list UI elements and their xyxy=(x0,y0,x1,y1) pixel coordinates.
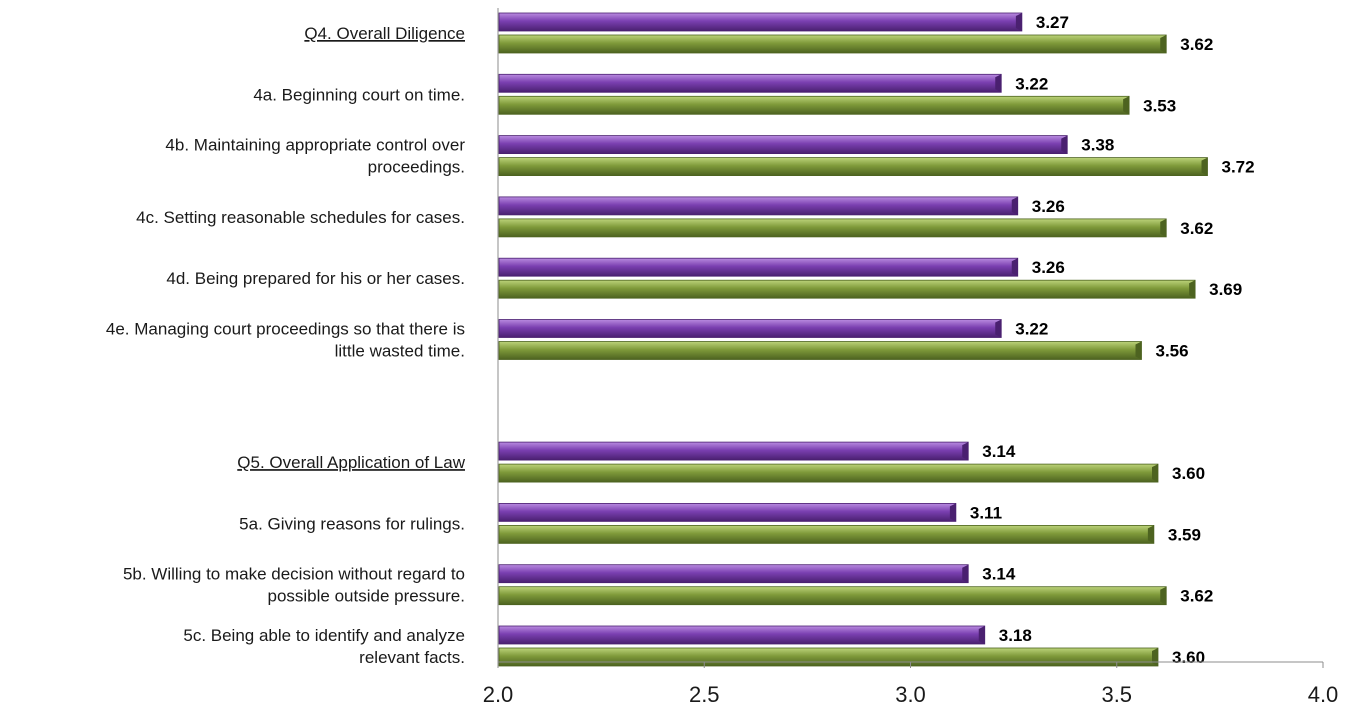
category-label-10-1: relevant facts. xyxy=(359,648,465,667)
bar-9-0 xyxy=(498,564,969,584)
data-label-2-1: 3.72 xyxy=(1222,158,1255,177)
bar-cap-3-1 xyxy=(1160,218,1167,237)
category-label-5-1: little wasted time. xyxy=(335,342,465,361)
bar-cap-7-0 xyxy=(962,442,969,461)
category-label-8-0: 5a. Giving reasons for rulings. xyxy=(239,514,465,533)
bar-10-0 xyxy=(498,625,986,645)
data-label-10-0: 3.18 xyxy=(999,626,1032,645)
bar-cap-4-0 xyxy=(1011,258,1018,277)
data-label-8-0: 3.11 xyxy=(970,503,1002,522)
category-label-1-0: 4a. Beginning court on time. xyxy=(253,85,465,104)
bar-4-1 xyxy=(498,279,1196,299)
bar-2-1 xyxy=(498,157,1208,177)
bar-cap-8-0 xyxy=(949,503,956,522)
category-label-5-0: 4e. Managing court proceedings so that t… xyxy=(106,320,465,339)
axes: 2.0 2.5 3.0 3.5 4.0 xyxy=(483,8,1339,707)
bar-cap-9-0 xyxy=(962,564,969,583)
data-label-5-1: 3.56 xyxy=(1156,342,1189,361)
bar-cap-4-1 xyxy=(1189,280,1196,299)
category-label-3-0: 4c. Setting reasonable schedules for cas… xyxy=(136,208,465,227)
data-label-8-1: 3.59 xyxy=(1168,525,1201,544)
bar-cap-5-0 xyxy=(995,319,1002,338)
data-label-7-1: 3.60 xyxy=(1172,464,1205,483)
bar-3-0 xyxy=(498,196,1019,216)
bar-5-1 xyxy=(498,341,1142,360)
bar-cap-7-1 xyxy=(1152,464,1158,483)
bar-9-1 xyxy=(498,586,1167,606)
data-label-1-0: 3.22 xyxy=(1015,74,1048,93)
data-label-3-0: 3.26 xyxy=(1032,197,1065,216)
bar-8-0 xyxy=(498,502,957,522)
bar-8-1 xyxy=(498,525,1155,544)
bar-5-0 xyxy=(498,319,1002,338)
bar-cap-1-0 xyxy=(995,74,1002,93)
bar-cap-10-1 xyxy=(1152,648,1158,666)
category-label-9-1: possible outside pressure. xyxy=(267,587,465,606)
bar-0-1 xyxy=(498,34,1167,54)
category-label-2-0: 4b. Maintaining appropriate control over xyxy=(165,136,465,155)
bar-1-1 xyxy=(498,95,1130,115)
category-label-2-1: proceedings. xyxy=(368,158,465,177)
category-label-7-0: Q5. Overall Application of Law xyxy=(237,453,465,472)
data-label-7-0: 3.14 xyxy=(982,442,1016,461)
data-label-5-0: 3.22 xyxy=(1015,320,1048,339)
category-label-0-0: Q4. Overall Diligence xyxy=(304,24,465,43)
bar-cap-0-1 xyxy=(1160,35,1167,53)
bar-7-1 xyxy=(498,463,1159,483)
bar-7-0 xyxy=(498,441,969,461)
category-label-10-0: 5c. Being able to identify and analyze xyxy=(183,626,465,645)
data-label-0-0: 3.27 xyxy=(1036,13,1069,32)
data-label-4-0: 3.26 xyxy=(1032,258,1065,277)
bar-2-0 xyxy=(498,135,1068,155)
data-label-2-0: 3.38 xyxy=(1081,136,1114,155)
x-tick-label-4: 4.0 xyxy=(1308,682,1339,707)
category-labels: 3.27 3.62 Q4. Overall Diligence 3.22 3.53 4a.… xyxy=(106,13,1255,667)
bar-10-1 xyxy=(498,647,1159,667)
data-label-4-1: 3.69 xyxy=(1209,280,1242,299)
data-label-1-1: 3.53 xyxy=(1143,96,1176,115)
data-label-3-1: 3.62 xyxy=(1180,219,1213,238)
x-tick-label-2: 3.0 xyxy=(895,682,926,707)
x-tick-label-1: 2.5 xyxy=(689,682,720,707)
bar-cap-2-0 xyxy=(1061,135,1068,154)
data-label-9-0: 3.14 xyxy=(982,565,1016,584)
bar-0-0 xyxy=(498,12,1023,32)
bar-cap-10-0 xyxy=(978,626,985,644)
data-label-9-1: 3.62 xyxy=(1180,587,1213,606)
x-tick-label-3: 3.5 xyxy=(1101,682,1132,707)
bar-cap-0-0 xyxy=(1015,13,1022,31)
bar-cap-3-0 xyxy=(1011,196,1018,215)
bar-cap-1-1 xyxy=(1123,96,1130,115)
category-label-4-0: 4d. Being prepared for his or her cases. xyxy=(166,269,465,288)
bar-4-0 xyxy=(498,257,1019,277)
bar-cap-9-1 xyxy=(1160,586,1167,605)
category-label-9-0: 5b. Willing to make decision without reg… xyxy=(123,565,465,584)
bars-layer xyxy=(498,12,1208,667)
bar-3-1 xyxy=(498,218,1167,238)
bar-cap-5-1 xyxy=(1135,341,1142,360)
bar-cap-8-1 xyxy=(1147,525,1154,544)
x-tick-label-0: 2.0 xyxy=(483,682,514,707)
bar-1-0 xyxy=(498,73,1002,93)
data-label-10-1: 3.60 xyxy=(1172,648,1205,667)
data-label-0-1: 3.62 xyxy=(1180,35,1213,54)
bar-cap-2-1 xyxy=(1201,157,1208,176)
